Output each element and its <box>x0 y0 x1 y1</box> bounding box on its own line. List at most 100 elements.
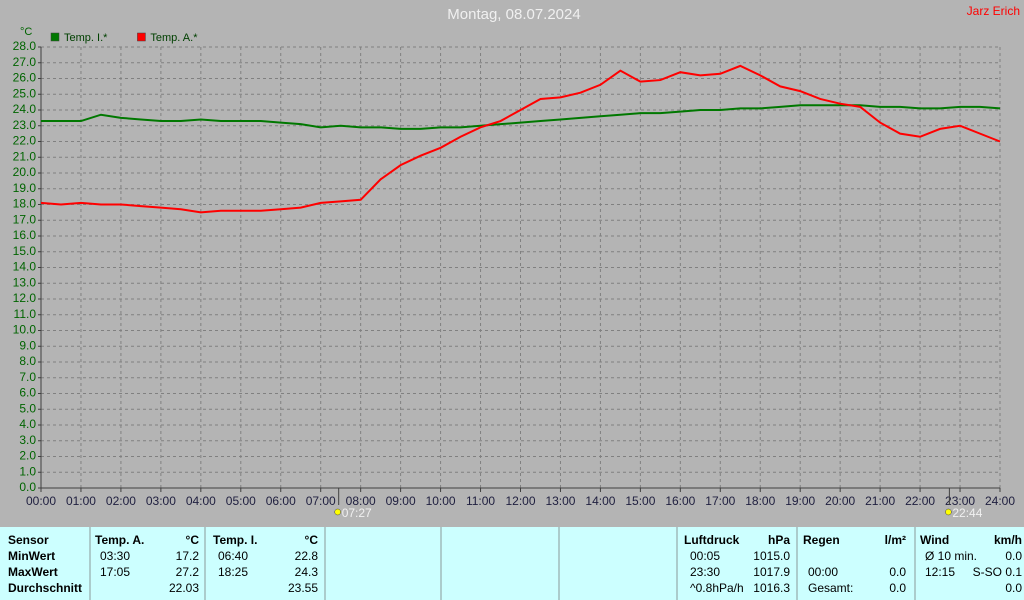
table-header: Luftdruck <box>684 533 740 547</box>
x-tick-label: 11:00 <box>466 494 495 508</box>
table-header: l/m² <box>885 533 906 547</box>
y-tick-label: 18.0 <box>13 197 37 211</box>
y-tick-label: 21.0 <box>13 149 37 163</box>
x-tick-label: 18:00 <box>745 494 775 508</box>
table-cell: 22.03 <box>169 581 199 595</box>
x-tick-label: 01:00 <box>66 494 96 508</box>
table-cell: 18:25 <box>218 565 248 579</box>
y-tick-label: 10.0 <box>13 323 37 337</box>
y-tick-label: 0.0 <box>19 480 36 494</box>
table-cell: 00:00 <box>808 565 838 579</box>
table-cell: Ø 10 min. <box>925 549 977 563</box>
x-tick-label: 12:00 <box>505 494 535 508</box>
table-header: Wind <box>920 533 949 547</box>
credit: Jarz Erich <box>967 4 1020 18</box>
y-tick-label: 25.0 <box>13 86 37 100</box>
line-series <box>40 64 1001 214</box>
table-cell: 0.0 <box>889 581 906 595</box>
x-tick-label: 08:00 <box>346 494 376 508</box>
table-cell: 0.0 <box>1005 581 1022 595</box>
y-tick-label: 20.0 <box>13 165 37 179</box>
table-cell: 06:40 <box>218 549 248 563</box>
y-tick-label: 24.0 <box>13 102 37 116</box>
y-tick-label: 26.0 <box>13 71 37 85</box>
legend-swatch <box>50 32 60 42</box>
table-cell: ^0.8hPa/h <box>690 581 744 595</box>
x-tick-label: 10:00 <box>426 494 456 508</box>
table-cell: 1016.3 <box>753 581 790 595</box>
y-tick-label: 12.0 <box>13 291 37 305</box>
x-tick-label: 16:00 <box>665 494 695 508</box>
table-header: °C <box>305 533 319 547</box>
y-tick-label: 4.0 <box>19 417 36 431</box>
table-cell: 17:05 <box>100 565 130 579</box>
x-tick-label: 05:00 <box>226 494 256 508</box>
y-tick-label: 23.0 <box>13 118 37 132</box>
sun-icon <box>334 508 341 516</box>
table-cell: 1017.9 <box>753 565 790 579</box>
line-series <box>41 104 1001 130</box>
y-tick-label: 22.0 <box>13 134 37 148</box>
legend-label: Temp. A.* <box>150 32 198 44</box>
sun-time: 07:27 <box>342 506 372 520</box>
y-tick-label: 6.0 <box>19 386 36 400</box>
table-header: Sensor <box>8 533 49 547</box>
table-cell: 23:30 <box>690 565 720 579</box>
table-cell: Gesamt: <box>808 581 853 595</box>
y-tick-label: 3.0 <box>19 433 36 447</box>
y-tick-label: 28.0 <box>13 39 37 53</box>
table-cell: 23.55 <box>288 581 318 595</box>
y-tick-label: 15.0 <box>13 244 37 258</box>
legend-swatch <box>137 32 146 42</box>
x-tick-label: 24:00 <box>985 494 1015 508</box>
x-tick-label: 03:00 <box>146 494 176 508</box>
table-header: km/h <box>994 533 1022 547</box>
x-tick-label: 22:00 <box>905 494 935 508</box>
table-cell: 1015.0 <box>753 549 790 563</box>
table-cell: 00:05 <box>690 549 720 563</box>
sun-icon <box>945 508 952 516</box>
y-axis-label: °C <box>20 26 32 38</box>
y-tick-label: 14.0 <box>13 260 37 274</box>
x-tick-label: 21:00 <box>865 494 895 508</box>
sun-time: 22:44 <box>952 506 982 520</box>
table-background <box>0 527 1024 600</box>
legend-label: Temp. I.* <box>64 32 108 44</box>
x-tick-label: 06:00 <box>266 494 296 508</box>
table-cell: 12:15 <box>925 565 955 579</box>
x-tick-label: 15:00 <box>625 494 655 508</box>
x-tick-label: 09:00 <box>386 494 416 508</box>
table-cell: 17.2 <box>176 549 200 563</box>
table-cell: MinWert <box>8 549 55 563</box>
table-cell: 03:30 <box>100 549 130 563</box>
table-header: Temp. A. <box>95 533 144 547</box>
table-cell: 24.3 <box>295 565 319 579</box>
y-tick-label: 17.0 <box>13 212 37 226</box>
table-cell: MaxWert <box>8 565 58 579</box>
table-cell: 0.0 <box>1005 549 1022 563</box>
table-header: hPa <box>768 533 790 547</box>
chart-title: Montag, 08.07.2024 <box>447 6 580 23</box>
x-tick-label: 04:00 <box>186 494 216 508</box>
x-tick-label: 07:00 <box>306 494 336 508</box>
table-header: Regen <box>803 533 840 547</box>
x-tick-label: 14:00 <box>585 494 615 508</box>
y-tick-label: 2.0 <box>19 449 36 463</box>
table-cell: 22.8 <box>295 549 319 563</box>
table-cell: S-SO 0.1 <box>973 565 1023 579</box>
x-tick-label: 02:00 <box>106 494 136 508</box>
x-tick-label: 00:00 <box>26 494 56 508</box>
y-tick-label: 9.0 <box>19 338 36 352</box>
y-tick-label: 16.0 <box>13 228 37 242</box>
background <box>0 0 1024 527</box>
x-tick-label: 19:00 <box>785 494 815 508</box>
table-header: Temp. I. <box>213 533 257 547</box>
x-tick-label: 20:00 <box>825 494 855 508</box>
x-tick-label: 13:00 <box>545 494 575 508</box>
y-tick-label: 11.0 <box>14 307 37 321</box>
table-header: °C <box>186 533 200 547</box>
y-tick-label: 19.0 <box>13 181 37 195</box>
y-tick-label: 8.0 <box>19 354 36 368</box>
